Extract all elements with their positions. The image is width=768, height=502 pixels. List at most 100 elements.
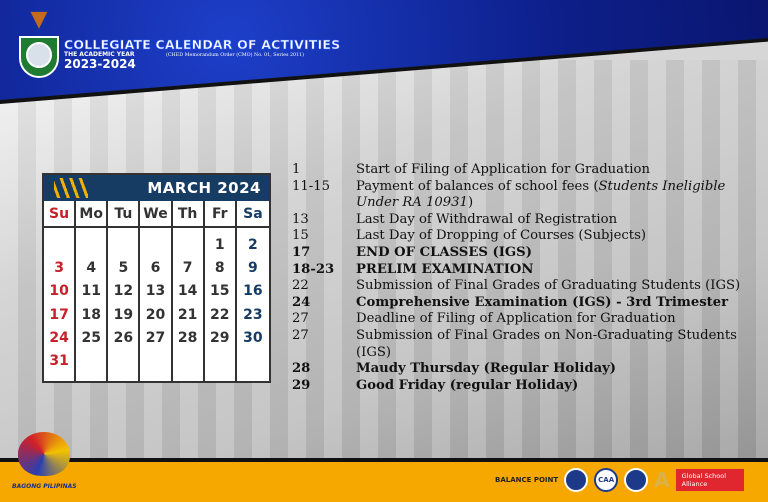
event-description: Last Day of Dropping of Courses (Subject… — [356, 228, 646, 244]
event-date: 15 — [292, 228, 309, 244]
event-description: Deadline of Filing of Application for Gr… — [356, 311, 676, 327]
calendar-day: 1 — [214, 236, 225, 253]
event-item: 27 Deadline of Filing of Application for … — [292, 311, 746, 328]
event-description: Maudy Thursday (Regular Holiday) — [356, 361, 617, 377]
calendar-month: MARCH 2024 — [147, 179, 261, 197]
stripes-decoration — [54, 178, 88, 198]
event-description: Last Day of Withdrawal of Registration — [356, 211, 618, 227]
event-description: Submission of Final Grades of Graduating… — [356, 278, 741, 294]
calendar-day: 7 — [182, 259, 193, 276]
global-school-alliance-logo: Global School Alliance — [675, 469, 744, 491]
calendar-day: 29 — [210, 329, 230, 346]
event-description: Comprehensive Examination (IGS) - 3rd Tr… — [356, 294, 729, 310]
event-item: 22 Submission of Final Grades of Graduati… — [292, 278, 746, 295]
calendar-column-mo: Mo 4 11 18 25 — [76, 201, 109, 381]
calendar-column-tu: Tu 5 12 19 26 — [108, 201, 141, 381]
event-date: 18-23 — [292, 261, 335, 277]
calendar-day: 15 — [210, 283, 230, 300]
calendar-day: 12 — [113, 283, 134, 300]
calendar-grid: Su 3 10 17 24 31 Mo 4 11 18 25 Tu 5 12 19 26 We 6 13 20 27 Th… — [44, 201, 269, 381]
event-date: 27 — [292, 311, 309, 327]
weekday-header: Sa — [236, 201, 269, 228]
calendar-header: MARCH 2024 — [44, 175, 269, 201]
event-description: PRELIM EXAMINATION — [356, 261, 534, 277]
event-item: 17 END OF CLASSES (IGS) — [292, 245, 746, 262]
event-item: 11-15 Payment of balances of school fees … — [292, 179, 746, 212]
event-date: 17 — [292, 244, 311, 260]
bagong-pilipinas-label: BAGONG PILIPINAS — [12, 483, 77, 490]
calendar-day: 24 — [49, 329, 69, 346]
event-item: 28 Maudy Thursday (Regular Holiday) — [292, 361, 746, 378]
event-date: 28 — [292, 361, 311, 377]
aviation-logo — [624, 468, 649, 492]
balance-point-logo: BALANCE POINT — [495, 476, 559, 484]
school-shield-logo — [19, 36, 59, 78]
calendar-day: 20 — [145, 306, 166, 323]
event-item: 1 Start of Filing of Application for Grad… — [292, 162, 746, 179]
seal-logo — [564, 468, 589, 492]
calendar-day: 2 — [248, 236, 258, 253]
calendar-day: 31 — [49, 353, 69, 370]
calendar-day: 8 — [214, 259, 225, 276]
event-date: 22 — [292, 278, 309, 294]
weekday-header: Mo — [76, 201, 107, 228]
bagong-pilipinas-logo — [18, 432, 70, 476]
calendar-day: 5 — [118, 259, 129, 276]
event-item: 24 Comprehensive Examination (IGS) - 3rd … — [292, 295, 746, 312]
a-logo: A — [654, 468, 670, 492]
calendar-day: 13 — [145, 283, 166, 300]
calendar-column-sa: Sa 2 9 16 23 30 — [236, 201, 269, 381]
page-title: COLLEGIATE CALENDAR OF ACTIVITIES — [64, 37, 341, 53]
calendar-day: 9 — [248, 259, 258, 276]
weekday-header: Su — [44, 201, 75, 228]
month-calendar: MARCH 2024 Su 3 10 17 24 31 Mo 4 11 18 25 Tu 5 12 19 26… — [42, 173, 271, 383]
event-description: Good Friday (regular Holiday) — [356, 377, 579, 393]
weekday-header: Fr — [204, 201, 235, 228]
event-date: 13 — [292, 211, 309, 227]
event-description: Payment of balances of school fees (Stud… — [356, 178, 726, 211]
eagle-icon: ▼ — [30, 7, 48, 32]
calendar-column-su: Su 3 10 17 24 31 — [44, 201, 77, 381]
partner-logos: BALANCE POINT CAA A Global School Allian… — [495, 468, 744, 492]
event-date: 24 — [292, 294, 311, 310]
calendar-day: 26 — [113, 329, 134, 346]
calendar-column-fr: Fr 1 8 15 22 29 — [204, 201, 237, 381]
calendar-day: 14 — [177, 283, 198, 300]
calendar-day: 19 — [113, 306, 134, 323]
event-description: END OF CLASSES (IGS) — [356, 244, 532, 260]
event-date: 11-15 — [292, 178, 331, 194]
event-item: 18-23 PRELIM EXAMINATION — [292, 262, 746, 279]
calendar-day: 25 — [81, 329, 101, 346]
academic-year: 2023-2024 — [64, 57, 136, 71]
weekday-header: We — [140, 201, 171, 228]
calendar-day: 11 — [81, 283, 101, 300]
calendar-day: 23 — [243, 306, 263, 323]
calendar-column-we: We 6 13 20 27 — [140, 201, 173, 381]
calendar-day: 3 — [54, 259, 64, 276]
event-item: 15 Last Day of Dropping of Courses (Subje… — [292, 228, 746, 245]
event-list: 1 Start of Filing of Application for Grad… — [292, 162, 746, 394]
calendar-day: 16 — [243, 283, 263, 300]
calendar-day: 18 — [81, 306, 101, 323]
weekday-header: Th — [172, 201, 203, 228]
weekday-header: Tu — [108, 201, 139, 228]
calendar-day: 17 — [49, 306, 69, 323]
event-description: Submission of Final Grades on Non-Gradua… — [356, 327, 737, 360]
event-date: 27 — [292, 327, 309, 343]
memo-reference: (CHED Memorandum Order (CMO) No. 01, Ser… — [166, 53, 305, 58]
calendar-day: 21 — [177, 306, 198, 323]
calendar-day: 22 — [210, 306, 230, 323]
event-item: 13 Last Day of Withdrawal of Registration — [292, 212, 746, 229]
event-item: 29 Good Friday (regular Holiday) — [292, 378, 746, 395]
calendar-column-th: Th 7 14 21 28 — [172, 201, 205, 381]
academic-year-label: THE ACADEMIC YEAR — [64, 51, 135, 58]
event-item: 27 Submission of Final Grades on Non-Grad… — [292, 328, 746, 361]
calendar-day: 4 — [86, 259, 97, 276]
calendar-day: 30 — [243, 329, 263, 346]
calendar-day: 27 — [145, 329, 166, 346]
calendar-day: 28 — [177, 329, 198, 346]
event-description: Start of Filing of Application for Gradu… — [356, 162, 650, 177]
calendar-day: 6 — [150, 259, 161, 276]
event-date: 1 — [292, 162, 301, 177]
event-date: 29 — [292, 377, 311, 393]
